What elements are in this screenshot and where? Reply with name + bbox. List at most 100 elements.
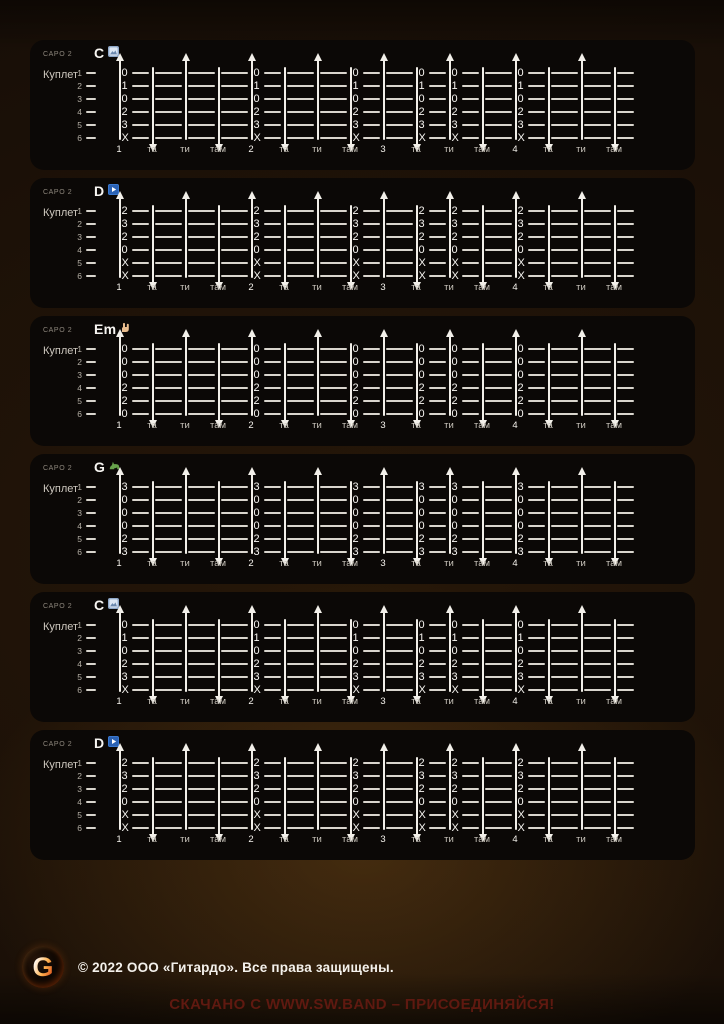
string-label-dash xyxy=(86,400,96,402)
down-arrow-shaft xyxy=(283,205,286,283)
string-line-segment xyxy=(132,525,149,527)
string-line-segment xyxy=(320,637,347,639)
up-arrow-shaft xyxy=(316,612,319,692)
string-line-segment xyxy=(320,499,347,501)
string-line-segment xyxy=(287,275,314,277)
string-line-segment xyxy=(617,814,634,816)
beat-label: та xyxy=(411,420,421,431)
fret-number: 2 xyxy=(517,205,524,217)
string-line-segment xyxy=(320,72,347,74)
string-line-segment xyxy=(617,223,634,225)
string-number-label: 3 xyxy=(77,508,82,518)
string-line-segment xyxy=(429,275,446,277)
string-line-segment xyxy=(485,72,512,74)
string-line-segment xyxy=(584,512,611,514)
string-line-segment xyxy=(155,361,182,363)
string-line-segment xyxy=(462,689,479,691)
string-line-segment xyxy=(429,210,446,212)
string-line-segment xyxy=(221,400,248,402)
fret-number: 0 xyxy=(517,796,524,808)
string-line-segment xyxy=(287,637,314,639)
up-arrow-shaft xyxy=(184,336,187,416)
string-number-label: 5 xyxy=(77,534,82,544)
fret-number: 2 xyxy=(517,231,524,243)
down-arrow-icon xyxy=(280,834,289,842)
string-line-segment xyxy=(155,512,182,514)
up-arrow-shaft xyxy=(250,612,253,692)
fret-number: 0 xyxy=(253,369,260,381)
string-line-segment xyxy=(485,348,512,350)
string-line-segment xyxy=(462,551,479,553)
string-line-segment xyxy=(320,538,347,540)
string-line-segment xyxy=(584,663,611,665)
fret-number: 2 xyxy=(517,757,524,769)
string-line-segment xyxy=(485,624,512,626)
down-arrow-shaft xyxy=(151,619,154,697)
string-line-segment xyxy=(584,775,611,777)
strumming-panel: CAPO 2 Куплет D 1 2 3 4 5 6 2 3 2 0 X X 1 та ти там 2 3 2 0 X X 2… xyxy=(30,178,695,308)
string-line-segment xyxy=(188,775,215,777)
fret-number: 0 xyxy=(121,619,128,631)
string-line-segment xyxy=(584,72,611,74)
string-line-segment xyxy=(221,788,248,790)
beat-label: ти xyxy=(444,696,454,707)
beat-label: 2 xyxy=(248,144,254,155)
down-arrow-shaft xyxy=(481,67,484,145)
fret-number: 3 xyxy=(418,481,425,493)
string-line-segment xyxy=(584,551,611,553)
chord-label: C xyxy=(94,45,105,61)
beat-label: 3 xyxy=(380,696,386,707)
string-line-segment xyxy=(386,137,413,139)
string-line-segment xyxy=(617,374,634,376)
string-line-segment xyxy=(386,374,413,376)
string-line-segment xyxy=(132,538,149,540)
fret-number: 2 xyxy=(517,533,524,545)
string-line-segment xyxy=(386,262,413,264)
string-line-segment xyxy=(221,801,248,803)
string-line-segment xyxy=(485,374,512,376)
string-line-segment xyxy=(320,788,347,790)
string-line-segment xyxy=(287,210,314,212)
string-line-segment xyxy=(617,348,634,350)
string-line-segment xyxy=(528,413,545,415)
up-arrow-icon xyxy=(247,191,256,199)
string-line-segment xyxy=(528,400,545,402)
string-line-segment xyxy=(132,663,149,665)
string-line-segment xyxy=(462,111,479,113)
string-label-dash xyxy=(86,499,96,501)
string-number-label: 2 xyxy=(77,81,82,91)
beat-label: ти xyxy=(576,696,586,707)
string-line-segment xyxy=(617,137,634,139)
string-number-label: 1 xyxy=(77,206,82,216)
down-arrow-shaft xyxy=(283,67,286,145)
down-arrow-shaft xyxy=(481,343,484,421)
string-number-label: 2 xyxy=(77,357,82,367)
down-arrow-shaft xyxy=(217,205,220,283)
up-arrow-shaft xyxy=(184,60,187,140)
string-line-segment xyxy=(287,512,314,514)
string-line-segment xyxy=(462,262,479,264)
fret-number: 0 xyxy=(352,494,359,506)
string-line-segment xyxy=(287,348,314,350)
string-line-segment xyxy=(386,762,413,764)
fret-number: 0 xyxy=(418,244,425,256)
string-line-segment xyxy=(363,348,380,350)
string-line-segment xyxy=(132,801,149,803)
string-line-segment xyxy=(617,650,634,652)
string-line-segment xyxy=(485,210,512,212)
string-line-segment xyxy=(188,551,215,553)
string-line-segment xyxy=(485,689,512,691)
fret-number: 0 xyxy=(253,645,260,657)
down-arrow-shaft xyxy=(547,757,550,835)
string-line-segment xyxy=(462,361,479,363)
fret-number: 3 xyxy=(418,119,425,131)
beat-label: 1 xyxy=(116,834,122,845)
fret-number: 3 xyxy=(352,770,359,782)
beat-label: 1 xyxy=(116,558,122,569)
fret-number: 2 xyxy=(451,382,458,394)
string-line-segment xyxy=(429,551,446,553)
down-arrow-shaft xyxy=(613,205,616,283)
down-arrow-shaft xyxy=(613,67,616,145)
up-arrow-icon xyxy=(115,191,124,199)
string-line-segment xyxy=(155,676,182,678)
